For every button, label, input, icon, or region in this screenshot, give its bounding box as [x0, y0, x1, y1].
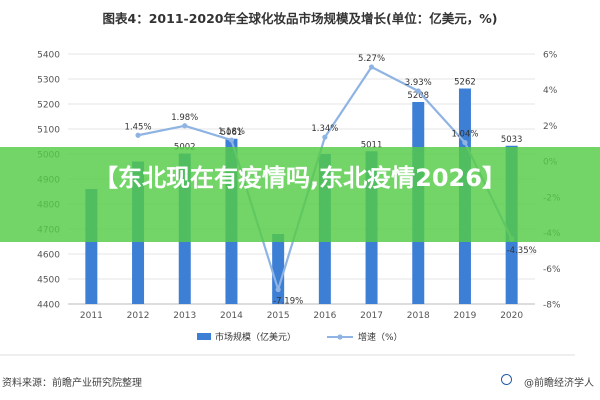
- y-right-tick-label: -8%: [543, 301, 561, 311]
- bar-data-label: 5061: [221, 128, 243, 138]
- growth-data-label: 5.27%: [358, 54, 385, 64]
- y-right-tick-label: 6%: [543, 51, 558, 61]
- growth-point: [182, 123, 188, 129]
- growth-point: [415, 88, 421, 94]
- growth-data-label: -4.35%: [507, 246, 537, 256]
- x-tick-label: 2017: [360, 311, 383, 321]
- x-tick-label: 2014: [220, 311, 243, 321]
- bar-data-label: 5208: [407, 91, 429, 101]
- y-right-tick-label: -6%: [543, 265, 561, 275]
- x-tick-label: 2018: [407, 311, 430, 321]
- growth-point: [228, 137, 235, 143]
- growth-data-label: 1.45%: [125, 122, 152, 132]
- y-left-tick-label: 5300: [37, 76, 60, 86]
- growth-point: [135, 132, 141, 138]
- growth-data-label: 1.34%: [311, 124, 338, 134]
- growth-point: [275, 286, 281, 293]
- legend-line-label: 增速（%）: [358, 331, 403, 343]
- growth-point: [462, 139, 468, 146]
- y-left-tick-label: 5100: [37, 126, 60, 136]
- x-tick-label: 2011: [80, 311, 103, 321]
- x-tick-label: 2016: [313, 311, 336, 321]
- bar-data-label: 5262: [454, 78, 476, 88]
- y-left-tick-label: 4400: [37, 301, 60, 311]
- x-tick-label: 2020: [500, 311, 523, 321]
- y-right-tick-label: 4%: [543, 86, 558, 96]
- brand-logo-icon: [501, 374, 512, 385]
- x-tick-label: 2013: [173, 311, 196, 321]
- bar: [272, 234, 285, 304]
- legend-bar-label: 市场规模（亿美元）: [215, 331, 296, 343]
- headline-text: 【东北现在有疫情吗,东北疫情2026】: [94, 164, 506, 192]
- y-left-tick-label: 5400: [37, 51, 60, 61]
- headline-banner[interactable]: 【东北现在有疫情吗,东北疫情2026】: [0, 147, 600, 242]
- bar-data-label: 5033: [501, 135, 523, 145]
- growth-data-label: 1.04%: [451, 130, 478, 140]
- y-left-tick-label: 4600: [37, 251, 60, 261]
- source-note: 资料来源：前瞻产业研究院整理: [2, 378, 142, 389]
- growth-data-label: 3.93%: [405, 78, 432, 88]
- legend-bar-swatch: [197, 333, 211, 340]
- x-tick-label: 2015: [267, 311, 290, 321]
- brand-name: @前瞻经济学人: [524, 378, 594, 389]
- chart-title: 图表4：2011-2020年全球化妆品市场规模及增长(单位：亿美元，%): [102, 11, 498, 26]
- x-tick-label: 2019: [453, 311, 476, 321]
- legend-line-marker: [337, 334, 343, 340]
- x-tick-label: 2012: [127, 311, 150, 321]
- y-left-tick-label: 4500: [37, 276, 60, 286]
- growth-data-label: -7.19%: [273, 297, 303, 307]
- y-left-tick-label: 5200: [37, 101, 60, 111]
- growth-point: [368, 64, 375, 70]
- bar-data-label: 5011: [361, 140, 383, 150]
- growth-point: [322, 134, 328, 140]
- growth-data-label: 1.98%: [171, 113, 198, 123]
- growth-data-label: 1.18%: [218, 127, 245, 137]
- y-right-tick-label: 2%: [543, 122, 558, 132]
